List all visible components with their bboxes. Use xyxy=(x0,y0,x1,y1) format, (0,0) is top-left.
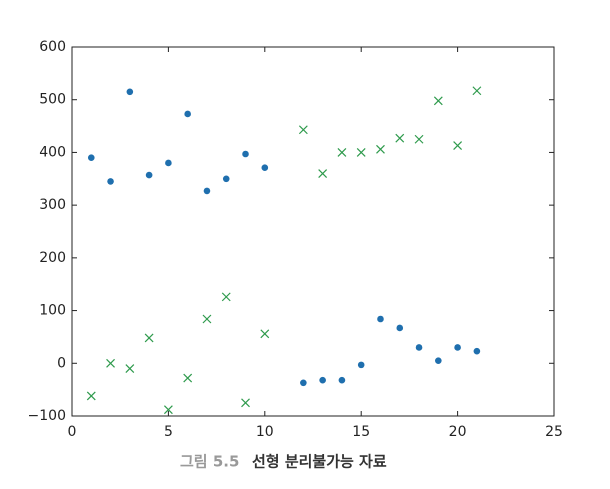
point xyxy=(144,333,154,343)
y-tick-label: 200 xyxy=(39,250,66,266)
point xyxy=(473,347,481,355)
point xyxy=(183,373,193,383)
point xyxy=(203,187,211,195)
point xyxy=(414,134,424,144)
point xyxy=(106,358,115,368)
y-tick-label: 600 xyxy=(39,39,66,55)
point xyxy=(126,88,134,96)
point xyxy=(222,175,230,183)
point xyxy=(145,171,153,179)
point xyxy=(319,376,326,384)
point xyxy=(300,379,307,387)
point xyxy=(454,344,461,351)
point xyxy=(376,144,385,154)
y-tick-label: 400 xyxy=(39,144,66,160)
point xyxy=(356,148,366,157)
point xyxy=(357,361,365,369)
caption: 선형 분리불가능 자료 xyxy=(252,453,387,471)
point xyxy=(433,96,443,106)
point xyxy=(202,314,212,324)
point xyxy=(242,150,249,158)
point xyxy=(453,141,463,150)
y-tick-label: 300 xyxy=(39,197,66,213)
point xyxy=(107,178,114,185)
caption-label: 그림 5.5 xyxy=(180,453,239,471)
point xyxy=(86,391,96,401)
point xyxy=(377,315,384,323)
point xyxy=(221,292,231,302)
y-tick-label: 500 xyxy=(39,92,66,108)
x-tick-label: 0 xyxy=(68,424,77,440)
x-tick-label: 15 xyxy=(352,424,370,440)
point xyxy=(472,86,482,96)
y-tick-label: 0 xyxy=(57,355,66,371)
point xyxy=(260,329,270,339)
x-tick-label: 25 xyxy=(545,424,563,440)
plot-frame xyxy=(71,46,555,417)
point xyxy=(241,398,250,408)
point xyxy=(415,344,423,351)
point xyxy=(318,169,328,178)
point xyxy=(125,364,135,373)
point xyxy=(337,148,347,157)
point xyxy=(87,154,95,161)
point xyxy=(261,164,269,172)
x-tick-label: 10 xyxy=(256,424,274,440)
point xyxy=(184,110,191,118)
y-tick-label: −100 xyxy=(28,408,66,424)
point xyxy=(396,324,404,332)
point xyxy=(395,133,405,143)
x-tick-label: 5 xyxy=(164,424,173,440)
point xyxy=(435,357,442,364)
point xyxy=(338,376,346,384)
y-tick-label: 100 xyxy=(39,303,66,319)
point xyxy=(163,405,173,415)
point xyxy=(298,125,308,135)
x-tick-label: 20 xyxy=(449,424,467,440)
point xyxy=(165,159,172,167)
